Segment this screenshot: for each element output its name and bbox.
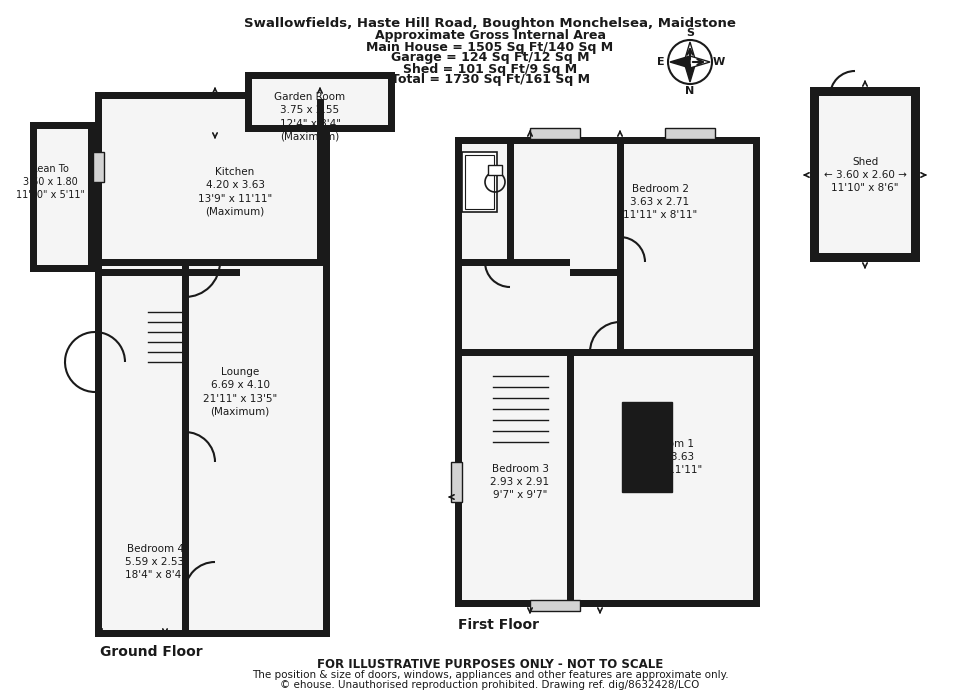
Bar [462, 259, 570, 266]
Bar [465, 155, 494, 209]
Bar [181, 262, 188, 630]
Text: Shed
← 3.60 x 2.60 →
11'10" x 8'6": Shed ← 3.60 x 2.60 → 11'10" x 8'6" [823, 157, 906, 193]
Bar [451, 462, 462, 502]
Bar [488, 165, 502, 175]
Bar [462, 349, 753, 356]
Text: Swallowfields, Haste Hill Road, Boughton Monchelsea, Maidstone: Swallowfields, Haste Hill Road, Boughton… [244, 17, 736, 30]
Bar [317, 99, 323, 262]
Text: N: N [685, 86, 695, 96]
Bar [507, 144, 514, 262]
Text: Bedroom 4
5.59 x 2.53
18'4" x 8'4": Bedroom 4 5.59 x 2.53 18'4" x 8'4" [124, 544, 185, 580]
Bar [530, 600, 580, 611]
Text: E: E [658, 57, 664, 67]
Text: W: W [712, 57, 725, 67]
Text: Ground Floor: Ground Floor [100, 645, 203, 659]
Text: © ehouse. Unauthorised reproduction prohibited. Drawing ref. dig/8632428/LCO: © ehouse. Unauthorised reproduction proh… [280, 680, 700, 690]
Text: Bedroom 2
3.63 x 2.71
11'11" x 8'11": Bedroom 2 3.63 x 2.71 11'11" x 8'11" [623, 184, 697, 220]
Bar [252, 79, 388, 125]
Text: Garden Room
3.75 x 2.55
12'4" x 8'4"
(Maximum): Garden Room 3.75 x 2.55 12'4" x 8'4" (Ma… [274, 92, 346, 142]
Bar [102, 99, 323, 630]
Bar [665, 128, 715, 139]
Text: Bedroom 3
2.93 x 2.91
9'7" x 9'7": Bedroom 3 2.93 x 2.91 9'7" x 9'7" [490, 464, 550, 500]
Text: Main House = 1505 Sq Ft/140 Sq M: Main House = 1505 Sq Ft/140 Sq M [367, 41, 613, 53]
Polygon shape [670, 56, 690, 68]
Bar [102, 259, 323, 266]
Text: Bedroom 1
3.87 x 3.63
12'8" x 11'11": Bedroom 1 3.87 x 3.63 12'8" x 11'11" [628, 439, 702, 475]
Bar [95, 92, 330, 637]
Bar [566, 352, 573, 600]
Text: Approximate Gross Internal Area: Approximate Gross Internal Area [374, 30, 606, 42]
Circle shape [668, 40, 712, 84]
Bar [462, 144, 753, 600]
Bar [102, 268, 240, 275]
Bar [455, 137, 760, 607]
Text: Kitchen
4.20 x 3.63
13'9" x 11'11"
(Maximum): Kitchen 4.20 x 3.63 13'9" x 11'11" (Maxi… [198, 167, 272, 217]
Bar [93, 152, 104, 182]
Bar [462, 152, 497, 212]
Text: Garage = 124 Sq Ft/12 Sq M: Garage = 124 Sq Ft/12 Sq M [391, 51, 589, 64]
Text: Total = 1730 Sq Ft/161 Sq M: Total = 1730 Sq Ft/161 Sq M [390, 73, 590, 86]
Text: Lounge
6.69 x 4.10
21'11" x 13'5"
(Maximum): Lounge 6.69 x 4.10 21'11" x 13'5" (Maxim… [203, 367, 277, 417]
Polygon shape [684, 62, 696, 82]
Bar [616, 144, 623, 352]
Text: Lean To
3.60 x 1.80
11'10" x 5'11": Lean To 3.60 x 1.80 11'10" x 5'11" [16, 164, 84, 200]
Bar [30, 122, 95, 272]
Polygon shape [684, 42, 696, 62]
Text: S: S [686, 28, 694, 38]
Bar [570, 268, 620, 275]
Polygon shape [690, 56, 710, 68]
Bar [530, 128, 580, 139]
Bar [819, 96, 911, 253]
Bar [622, 402, 672, 492]
Text: First Floor: First Floor [458, 618, 539, 632]
Text: Shed = 101 Sq Ft/9 Sq M: Shed = 101 Sq Ft/9 Sq M [403, 62, 577, 75]
Text: The position & size of doors, windows, appliances and other features are approxi: The position & size of doors, windows, a… [252, 670, 728, 680]
Bar [245, 72, 395, 132]
Text: FOR ILLUSTRATIVE PURPOSES ONLY - NOT TO SCALE: FOR ILLUSTRATIVE PURPOSES ONLY - NOT TO … [317, 657, 663, 671]
Bar [37, 129, 88, 265]
Bar [810, 87, 920, 262]
